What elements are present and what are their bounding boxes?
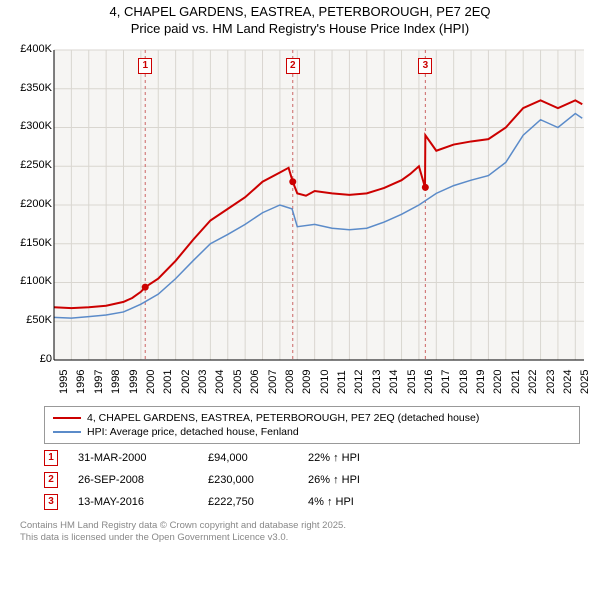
sale-marker: 3	[44, 494, 58, 510]
attribution-line-1: Contains HM Land Registry data © Crown c…	[20, 520, 580, 532]
x-axis-label: 2004	[214, 369, 226, 393]
x-axis-label: 2005	[232, 369, 244, 393]
y-axis-label: £250K	[10, 159, 52, 171]
x-axis-label: 2014	[388, 369, 400, 393]
x-axis-label: 2006	[249, 369, 261, 393]
x-axis-label: 2003	[197, 369, 209, 393]
sale-row: 1 31-MAR-2000 £94,000 22% ↑ HPI	[44, 450, 580, 466]
x-axis-label: 2017	[440, 369, 452, 393]
sale-price: £94,000	[208, 452, 288, 464]
sale-price: £222,750	[208, 496, 288, 508]
sale-diff: 26% ↑ HPI	[308, 474, 398, 486]
x-axis-label: 2020	[492, 369, 504, 393]
x-axis-label: 2002	[180, 369, 192, 393]
legend-item: HPI: Average price, detached house, Fenl…	[53, 425, 571, 439]
sale-price: £230,000	[208, 474, 288, 486]
sale-date: 13-MAY-2016	[78, 496, 188, 508]
x-axis-label: 2023	[545, 369, 557, 393]
y-axis-label: £100K	[10, 275, 52, 287]
chart-title: 4, CHAPEL GARDENS, EASTREA, PETERBOROUGH…	[0, 0, 600, 40]
x-axis-label: 2015	[406, 369, 418, 393]
legend-swatch	[53, 431, 81, 434]
y-axis-label: £200K	[10, 198, 52, 210]
price-chart: £0 £50K £100K £150K £200K £250K £300K £350K £400…	[10, 40, 590, 400]
y-axis-label: £0	[10, 353, 52, 365]
sale-diff: 4% ↑ HPI	[308, 496, 398, 508]
x-axis-label: 2019	[475, 369, 487, 393]
y-axis-label: £400K	[10, 43, 52, 55]
x-axis-label: 2010	[319, 369, 331, 393]
y-axis-label: £300K	[10, 120, 52, 132]
x-axis-label: 2018	[458, 369, 470, 393]
x-axis-label: 2025	[579, 369, 591, 393]
x-axis-label: 1998	[110, 369, 122, 393]
x-axis-label: 1996	[75, 369, 87, 393]
x-axis-label: 1997	[93, 369, 105, 393]
x-axis-label: 2013	[371, 369, 383, 393]
x-axis-label: 2001	[162, 369, 174, 393]
title-line-2: Price paid vs. HM Land Registry's House …	[0, 21, 600, 38]
sale-date: 31-MAR-2000	[78, 452, 188, 464]
sale-marker: 1	[44, 450, 58, 466]
sale-diff: 22% ↑ HPI	[308, 452, 398, 464]
x-axis-label: 1995	[58, 369, 70, 393]
x-axis-label: 2009	[301, 369, 313, 393]
x-axis-label: 2016	[423, 369, 435, 393]
y-axis-label: £150K	[10, 237, 52, 249]
attribution: Contains HM Land Registry data © Crown c…	[20, 520, 580, 545]
x-axis-label: 1999	[128, 369, 140, 393]
x-axis-label: 2007	[267, 369, 279, 393]
sales-list: 1 31-MAR-2000 £94,000 22% ↑ HPI 2 26-SEP-2008…	[0, 450, 600, 510]
x-axis-label: 2021	[510, 369, 522, 393]
y-axis-label: £350K	[10, 82, 52, 94]
legend-label: HPI: Average price, detached house, Fenl…	[87, 426, 299, 438]
chart-marker-2: 2	[286, 58, 300, 74]
sale-date: 26-SEP-2008	[78, 474, 188, 486]
sale-marker: 2	[44, 472, 58, 488]
x-axis-label: 2012	[353, 369, 365, 393]
sale-row: 3 13-MAY-2016 £222,750 4% ↑ HPI	[44, 494, 580, 510]
x-axis-label: 2008	[284, 369, 296, 393]
chart-marker-1: 1	[138, 58, 152, 74]
legend-item: 4, CHAPEL GARDENS, EASTREA, PETERBOROUGH…	[53, 411, 571, 425]
chart-marker-3: 3	[418, 58, 432, 74]
x-axis-label: 2000	[145, 369, 157, 393]
sale-row: 2 26-SEP-2008 £230,000 26% ↑ HPI	[44, 472, 580, 488]
x-axis-label: 2011	[336, 370, 348, 394]
legend: 4, CHAPEL GARDENS, EASTREA, PETERBOROUGH…	[44, 406, 580, 444]
x-axis-label: 2022	[527, 369, 539, 393]
attribution-line-2: This data is licensed under the Open Gov…	[20, 532, 580, 544]
legend-label: 4, CHAPEL GARDENS, EASTREA, PETERBOROUGH…	[87, 412, 479, 424]
legend-swatch	[53, 417, 81, 420]
y-axis-label: £50K	[10, 314, 52, 326]
title-line-1: 4, CHAPEL GARDENS, EASTREA, PETERBOROUGH…	[0, 4, 600, 21]
x-axis-label: 2024	[562, 369, 574, 393]
